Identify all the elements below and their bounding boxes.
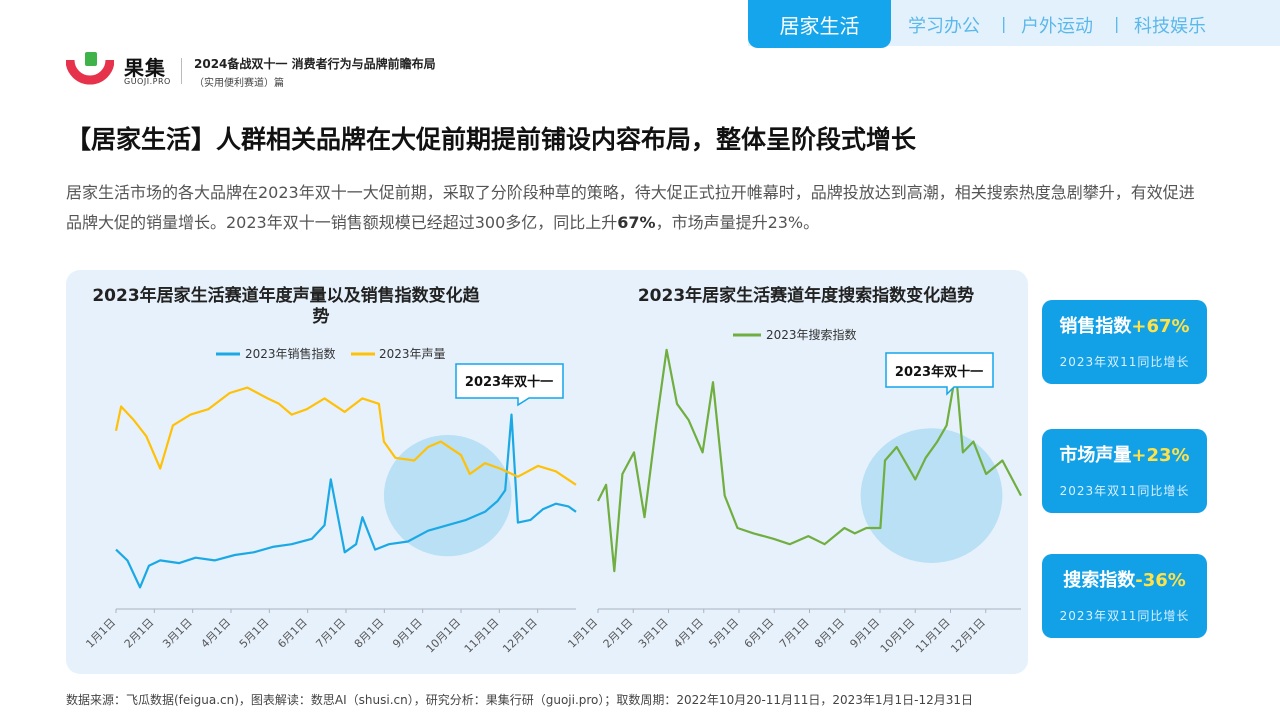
chart2-callout: 2023年双十一 xyxy=(895,364,983,380)
stat-card-sales: 销售指数+67% 2023年双11同比增长 xyxy=(1042,300,1207,384)
chart2-series-line-0 xyxy=(597,348,1022,573)
tab-home-living[interactable]: 居家生活 xyxy=(748,0,891,48)
chart2-tick-label: 6月1日 xyxy=(742,616,777,651)
chart-panel: 2023年居家生活赛道年度声量以及销售指数变化趋 势 2023年销售指数 202… xyxy=(66,270,1028,674)
chart1-tick-label: 3月1日 xyxy=(160,616,195,651)
chart2-tick-label: 5月1日 xyxy=(706,616,741,651)
brand-name: 果集 xyxy=(124,56,166,80)
chart2-tick-label: 8月1日 xyxy=(812,616,847,651)
page-title: 【居家生活】人群相关品牌在大促前期提前铺设内容布局，整体呈阶段式增长 xyxy=(66,125,917,154)
chart1-callout-box xyxy=(455,363,564,407)
chart1-tick-label: 5月1日 xyxy=(237,616,272,651)
legend-volume-label: 2023年声量 xyxy=(379,347,446,361)
data-source-note: 数据来源：飞瓜数据(feigua.cn)，图表解读：数思AI（shusi.cn）… xyxy=(66,693,974,707)
stat-value: +23% xyxy=(1131,445,1190,466)
stat-label: 销售指数 xyxy=(1059,316,1132,337)
chart1-series-line-0 xyxy=(115,413,577,589)
intro-paragraph: 居家生活市场的各大品牌在2023年双十一大促前期，采取了分阶段种草的策略，待大促… xyxy=(66,178,1206,238)
stat-card-volume: 市场声量+23% 2023年双11同比增长 xyxy=(1042,429,1207,513)
stat-note: 2023年双11同比增长 xyxy=(1059,355,1190,369)
chart2-tick-label: 4月1日 xyxy=(671,616,706,651)
legend-search-label: 2023年搜索指数 xyxy=(766,327,857,342)
legend-sales-label: 2023年销售指数 xyxy=(245,346,336,361)
chart1-tick-label: 10月1日 xyxy=(424,616,464,656)
intro-highlight: 67% xyxy=(617,213,656,232)
tab-study-office[interactable]: 学习办公 xyxy=(908,16,980,37)
chart2-tick-label: 3月1日 xyxy=(636,616,671,651)
stat-note: 2023年双11同比增长 xyxy=(1059,484,1190,498)
chart1-tick-label: 11月1日 xyxy=(462,616,502,656)
chart2-tick-label: 2月1日 xyxy=(601,616,636,651)
stat-card-search: 搜索指数-36% 2023年双11同比增长 xyxy=(1042,554,1207,638)
brand-domain: GUOJI.PRO xyxy=(124,77,171,86)
report-title: 2024备战双十一 消费者行为与品牌前瞻布局 xyxy=(194,57,436,71)
chart1-series-line-1 xyxy=(114,386,577,486)
chart1-callout: 2023年双十一 xyxy=(465,374,553,390)
stat-value: -36% xyxy=(1135,570,1186,591)
header-divider xyxy=(181,58,182,84)
chart1-title-line2: 势 xyxy=(313,306,330,327)
nav-separator: | xyxy=(1001,14,1007,33)
tab-outdoor-sports[interactable]: 户外运动 xyxy=(1021,16,1093,37)
stat-label: 搜索指数 xyxy=(1063,570,1136,591)
stat-label: 市场声量 xyxy=(1059,445,1132,466)
chart2-tick-label: 11月1日 xyxy=(913,616,953,656)
report-subtitle: （实用便利赛道）篇 xyxy=(194,78,284,89)
chart1-tick-label: 8月1日 xyxy=(352,616,387,651)
chart1-tick-label: 2月1日 xyxy=(122,616,157,651)
chart1-highlight-circle xyxy=(383,434,512,557)
chart1-tick-label: 6月1日 xyxy=(275,616,310,651)
charts-svg: 2023年居家生活赛道年度声量以及销售指数变化趋 势 2023年销售指数 202… xyxy=(83,285,1022,656)
intro-text-end: ，市场声量提升23%。 xyxy=(655,213,820,232)
guoji-logo xyxy=(66,52,114,85)
chart1-title-line1: 2023年居家生活赛道年度声量以及销售指数变化趋 xyxy=(92,285,480,306)
chart2-tick-label: 1月1日 xyxy=(565,616,600,651)
chart2-title: 2023年居家生活赛道年度搜索指数变化趋势 xyxy=(638,285,974,306)
chart2-callout-box xyxy=(885,352,994,396)
chart2-tick-label: 7月1日 xyxy=(777,616,812,651)
chart1-tick-label: 1月1日 xyxy=(83,616,118,651)
chart2-tick-label: 9月1日 xyxy=(847,616,882,651)
chart2-highlight-circle xyxy=(860,428,1003,563)
tab-tech-entertainment[interactable]: 科技娱乐 xyxy=(1134,16,1206,37)
chart1-tick-label: 7月1日 xyxy=(313,616,348,651)
chart1-tick-label: 4月1日 xyxy=(198,616,233,651)
chart1-tick-label: 12月1日 xyxy=(500,616,540,656)
nav-separator: | xyxy=(1114,14,1120,33)
stat-note: 2023年双11同比增长 xyxy=(1059,609,1190,623)
stat-value: +67% xyxy=(1131,316,1190,337)
chart1-tick-label: 9月1日 xyxy=(390,616,425,651)
intro-text: 居家生活市场的各大品牌在2023年双十一大促前期，采取了分阶段种草的策略，待大促… xyxy=(66,183,1195,232)
chart2-tick-label: 10月1日 xyxy=(878,616,918,656)
chart2-tick-label: 12月1日 xyxy=(948,616,988,656)
